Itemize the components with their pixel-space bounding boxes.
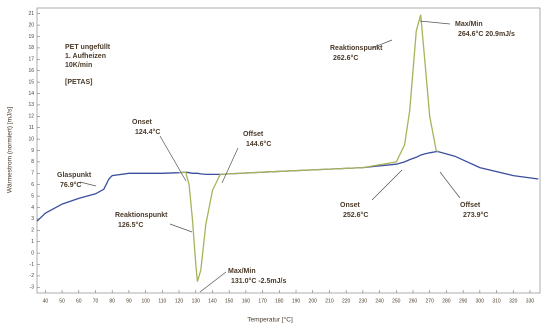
y-tick-label: 20: [28, 22, 34, 28]
x-tick-label: 330: [526, 298, 535, 304]
x-tick-label: 260: [409, 298, 418, 304]
y-tick-label: 8: [31, 159, 34, 165]
leader-line: [371, 39, 393, 49]
y-tick-label: -3: [30, 285, 35, 291]
x-tick-label: 60: [76, 298, 82, 304]
leader-line: [199, 271, 227, 293]
x-tick-label: 250: [392, 298, 401, 304]
y-tick-label: 15: [28, 79, 34, 85]
x-tick-label: 280: [442, 298, 451, 304]
annotation-value: 131.0°C -2.5mJ/s: [231, 277, 286, 285]
y-tick-label: 4: [31, 205, 34, 211]
y-tick-label: 5: [31, 193, 34, 199]
info-text: 10K/min: [65, 62, 92, 69]
leader-line: [79, 181, 97, 187]
x-tick-label: 120: [175, 298, 184, 304]
x-tick-label: 270: [426, 298, 435, 304]
x-tick-label: 100: [141, 298, 150, 304]
info-text: [PETAS]: [65, 79, 92, 86]
x-tick-label: 190: [292, 298, 301, 304]
annotation-value: 252.6°C: [343, 211, 368, 219]
annotation-label: Max/Min: [455, 21, 483, 28]
x-axis-title: Temperatur [°C]: [247, 316, 293, 324]
annotation-label: Reaktionspunkt: [115, 212, 168, 219]
annotation-value: 144.6°C: [246, 140, 271, 148]
x-tick-label: 40: [43, 298, 49, 304]
x-tick-label: 170: [258, 298, 267, 304]
annotation-value: 126.5°C: [118, 221, 143, 229]
annotation-label: Offset: [460, 202, 481, 209]
annotation-label: Reaktionspunkt: [330, 45, 383, 52]
x-tick-label: 210: [325, 298, 334, 304]
x-tick-label: 130: [192, 298, 201, 304]
y-tick-label: 10: [28, 136, 34, 142]
annotation-label: Max/Min: [228, 268, 256, 275]
y-tick-label: 17: [28, 57, 34, 63]
x-tick-label: 150: [225, 298, 234, 304]
y-tick-label: 3: [31, 216, 34, 222]
y-tick-label: -1: [30, 262, 35, 268]
x-tick-label: 200: [309, 298, 318, 304]
leader-line: [371, 169, 403, 201]
x-tick-label: 240: [375, 298, 384, 304]
leader-line: [419, 20, 451, 25]
y-axis-title: Wärmestrom (normiert) [mJ/s]: [7, 107, 14, 194]
x-tick-label: 300: [476, 298, 485, 304]
y-tick-label: 7: [31, 171, 34, 177]
y-tick-label: 18: [28, 45, 34, 51]
y-tick-label: 9: [31, 148, 34, 154]
plot-frame: [36, 7, 541, 294]
x-tick-label: 320: [509, 298, 518, 304]
annotation-label: Onset: [132, 119, 153, 126]
leader-line: [159, 135, 187, 182]
leader-line: [169, 223, 193, 233]
annotation-value: 264.6°C 20.9mJ/s: [458, 30, 515, 38]
x-tick-label: 90: [126, 298, 132, 304]
y-tick-label: 19: [28, 34, 34, 40]
y-tick-label: -2: [30, 273, 35, 279]
y-tick-label: 1: [31, 239, 34, 245]
y-tick-label: 11: [29, 125, 34, 131]
x-tick-label: 160: [242, 298, 251, 304]
x-tick-label: 70: [93, 298, 99, 304]
x-tick-label: 230: [359, 298, 368, 304]
annotation-label: Glaspunkt: [57, 172, 92, 179]
annotation-value: 124.4°C: [135, 128, 160, 136]
y-tick-label: 16: [28, 68, 34, 74]
y-tick-label: 14: [28, 91, 34, 97]
annotation-label: Offset: [243, 131, 264, 138]
annotation-value: 273.9°C: [463, 211, 488, 219]
y-tick-label: 6: [31, 182, 34, 188]
x-tick-label: 140: [208, 298, 217, 304]
leader-line: [221, 147, 239, 184]
leader-line: [439, 171, 461, 199]
x-tick-label: 310: [492, 298, 501, 304]
annotation-value: 76.9°C: [60, 181, 81, 189]
series-line: [178, 14, 439, 282]
info-text: 1. Aufheizen: [65, 53, 106, 60]
series-line: [36, 150, 539, 222]
info-text: PET ungefüllt: [65, 44, 111, 51]
x-tick-label: 110: [158, 298, 166, 304]
x-tick-label: 220: [342, 298, 351, 304]
annotation-value: 262.6°C: [333, 54, 358, 62]
x-tick-label: 50: [59, 298, 65, 304]
y-tick-label: 2: [31, 228, 34, 234]
y-tick-label: 21: [28, 11, 34, 17]
annotation-label: Onset: [340, 202, 361, 209]
x-tick-label: 290: [459, 298, 468, 304]
y-tick-label: 13: [28, 102, 34, 108]
x-tick-label: 80: [109, 298, 115, 304]
y-tick-label: 0: [31, 250, 34, 256]
x-tick-label: 180: [275, 298, 284, 304]
y-tick-label: 12: [28, 114, 34, 120]
